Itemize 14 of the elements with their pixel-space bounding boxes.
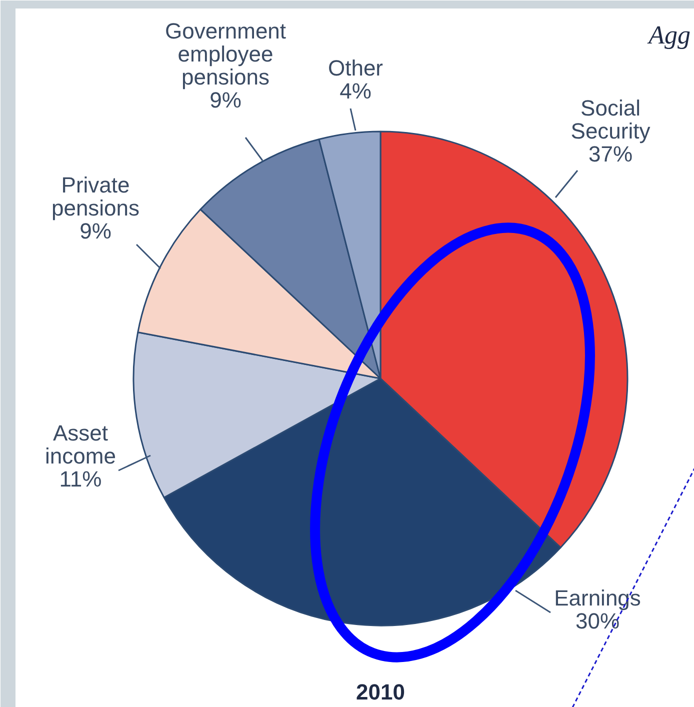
data-label: 30% bbox=[575, 608, 620, 634]
data-label: 4% bbox=[340, 78, 372, 104]
text: Agg bbox=[646, 20, 691, 50]
slice-label: Private pensions bbox=[51, 172, 140, 220]
data-label: 11% bbox=[59, 466, 102, 492]
data-label: 37% bbox=[588, 142, 633, 166]
slice-label: Government employee pensions bbox=[164, 18, 286, 90]
slice-label: Earnings bbox=[554, 586, 641, 610]
data-label: 9% bbox=[210, 88, 242, 112]
slice-label: Other bbox=[328, 56, 384, 80]
slice-label: Social Security bbox=[570, 96, 650, 144]
text: 2010 bbox=[356, 680, 405, 704]
data-label: 9% bbox=[80, 218, 112, 244]
slice-label: Asset income bbox=[45, 420, 116, 468]
